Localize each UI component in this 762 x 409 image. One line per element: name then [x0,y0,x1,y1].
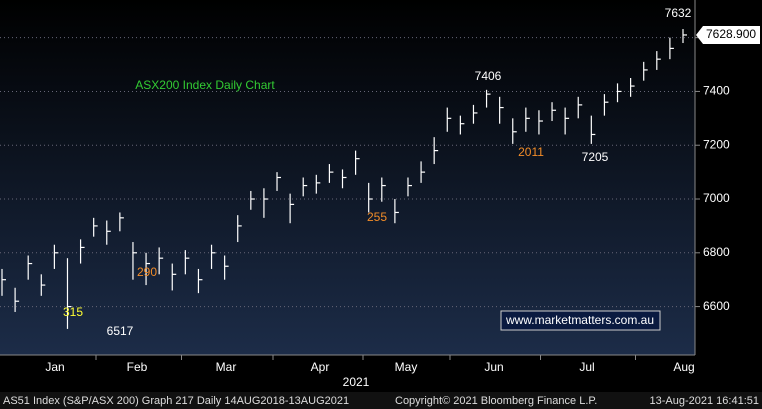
footer-text: 13-Aug-2021 16:41:51 [650,395,759,407]
x-tick-label: Feb [127,360,148,374]
annotation: 7406 [475,69,502,83]
annotation: 2011 [518,145,544,159]
x-tick-label: Jan [45,360,64,374]
footer-text: Copyright© 2021 Bloomberg Finance L.P. [395,395,597,407]
x-tick-label: Aug [673,360,694,374]
watermark: www.marketmatters.com.au [505,313,654,327]
x-tick-label: Jul [579,360,594,374]
plot-area [0,0,695,355]
annotation: 315 [63,305,83,319]
annotation: 290 [137,265,157,279]
y-tick-label: 7400 [703,84,730,98]
watermark-box [500,310,661,331]
footer-text: AS51 Index (S&P/ASX 200) Graph 217 Daily… [3,395,349,407]
x-tick-label: May [395,360,418,374]
last-price-tag [696,25,760,44]
x-tick-label: Mar [216,360,237,374]
last-price-label: 7628.900 [706,27,756,41]
annotation: 6517 [107,324,134,338]
annotation: 255 [367,210,387,224]
y-tick-label: 6600 [703,299,730,313]
year-label: 2021 [343,375,370,389]
y-tick-label: 6800 [703,245,730,259]
x-tick-label: Jun [484,360,503,374]
footer-bar [0,392,762,409]
annotation: 7205 [582,150,609,164]
y-tick-label: 7000 [703,191,730,205]
annotation: 7632 [665,6,692,20]
y-tick-label: 7200 [703,137,730,151]
chart-title: ASX200 Index Daily Chart [135,78,275,92]
x-tick-label: Apr [311,360,330,374]
